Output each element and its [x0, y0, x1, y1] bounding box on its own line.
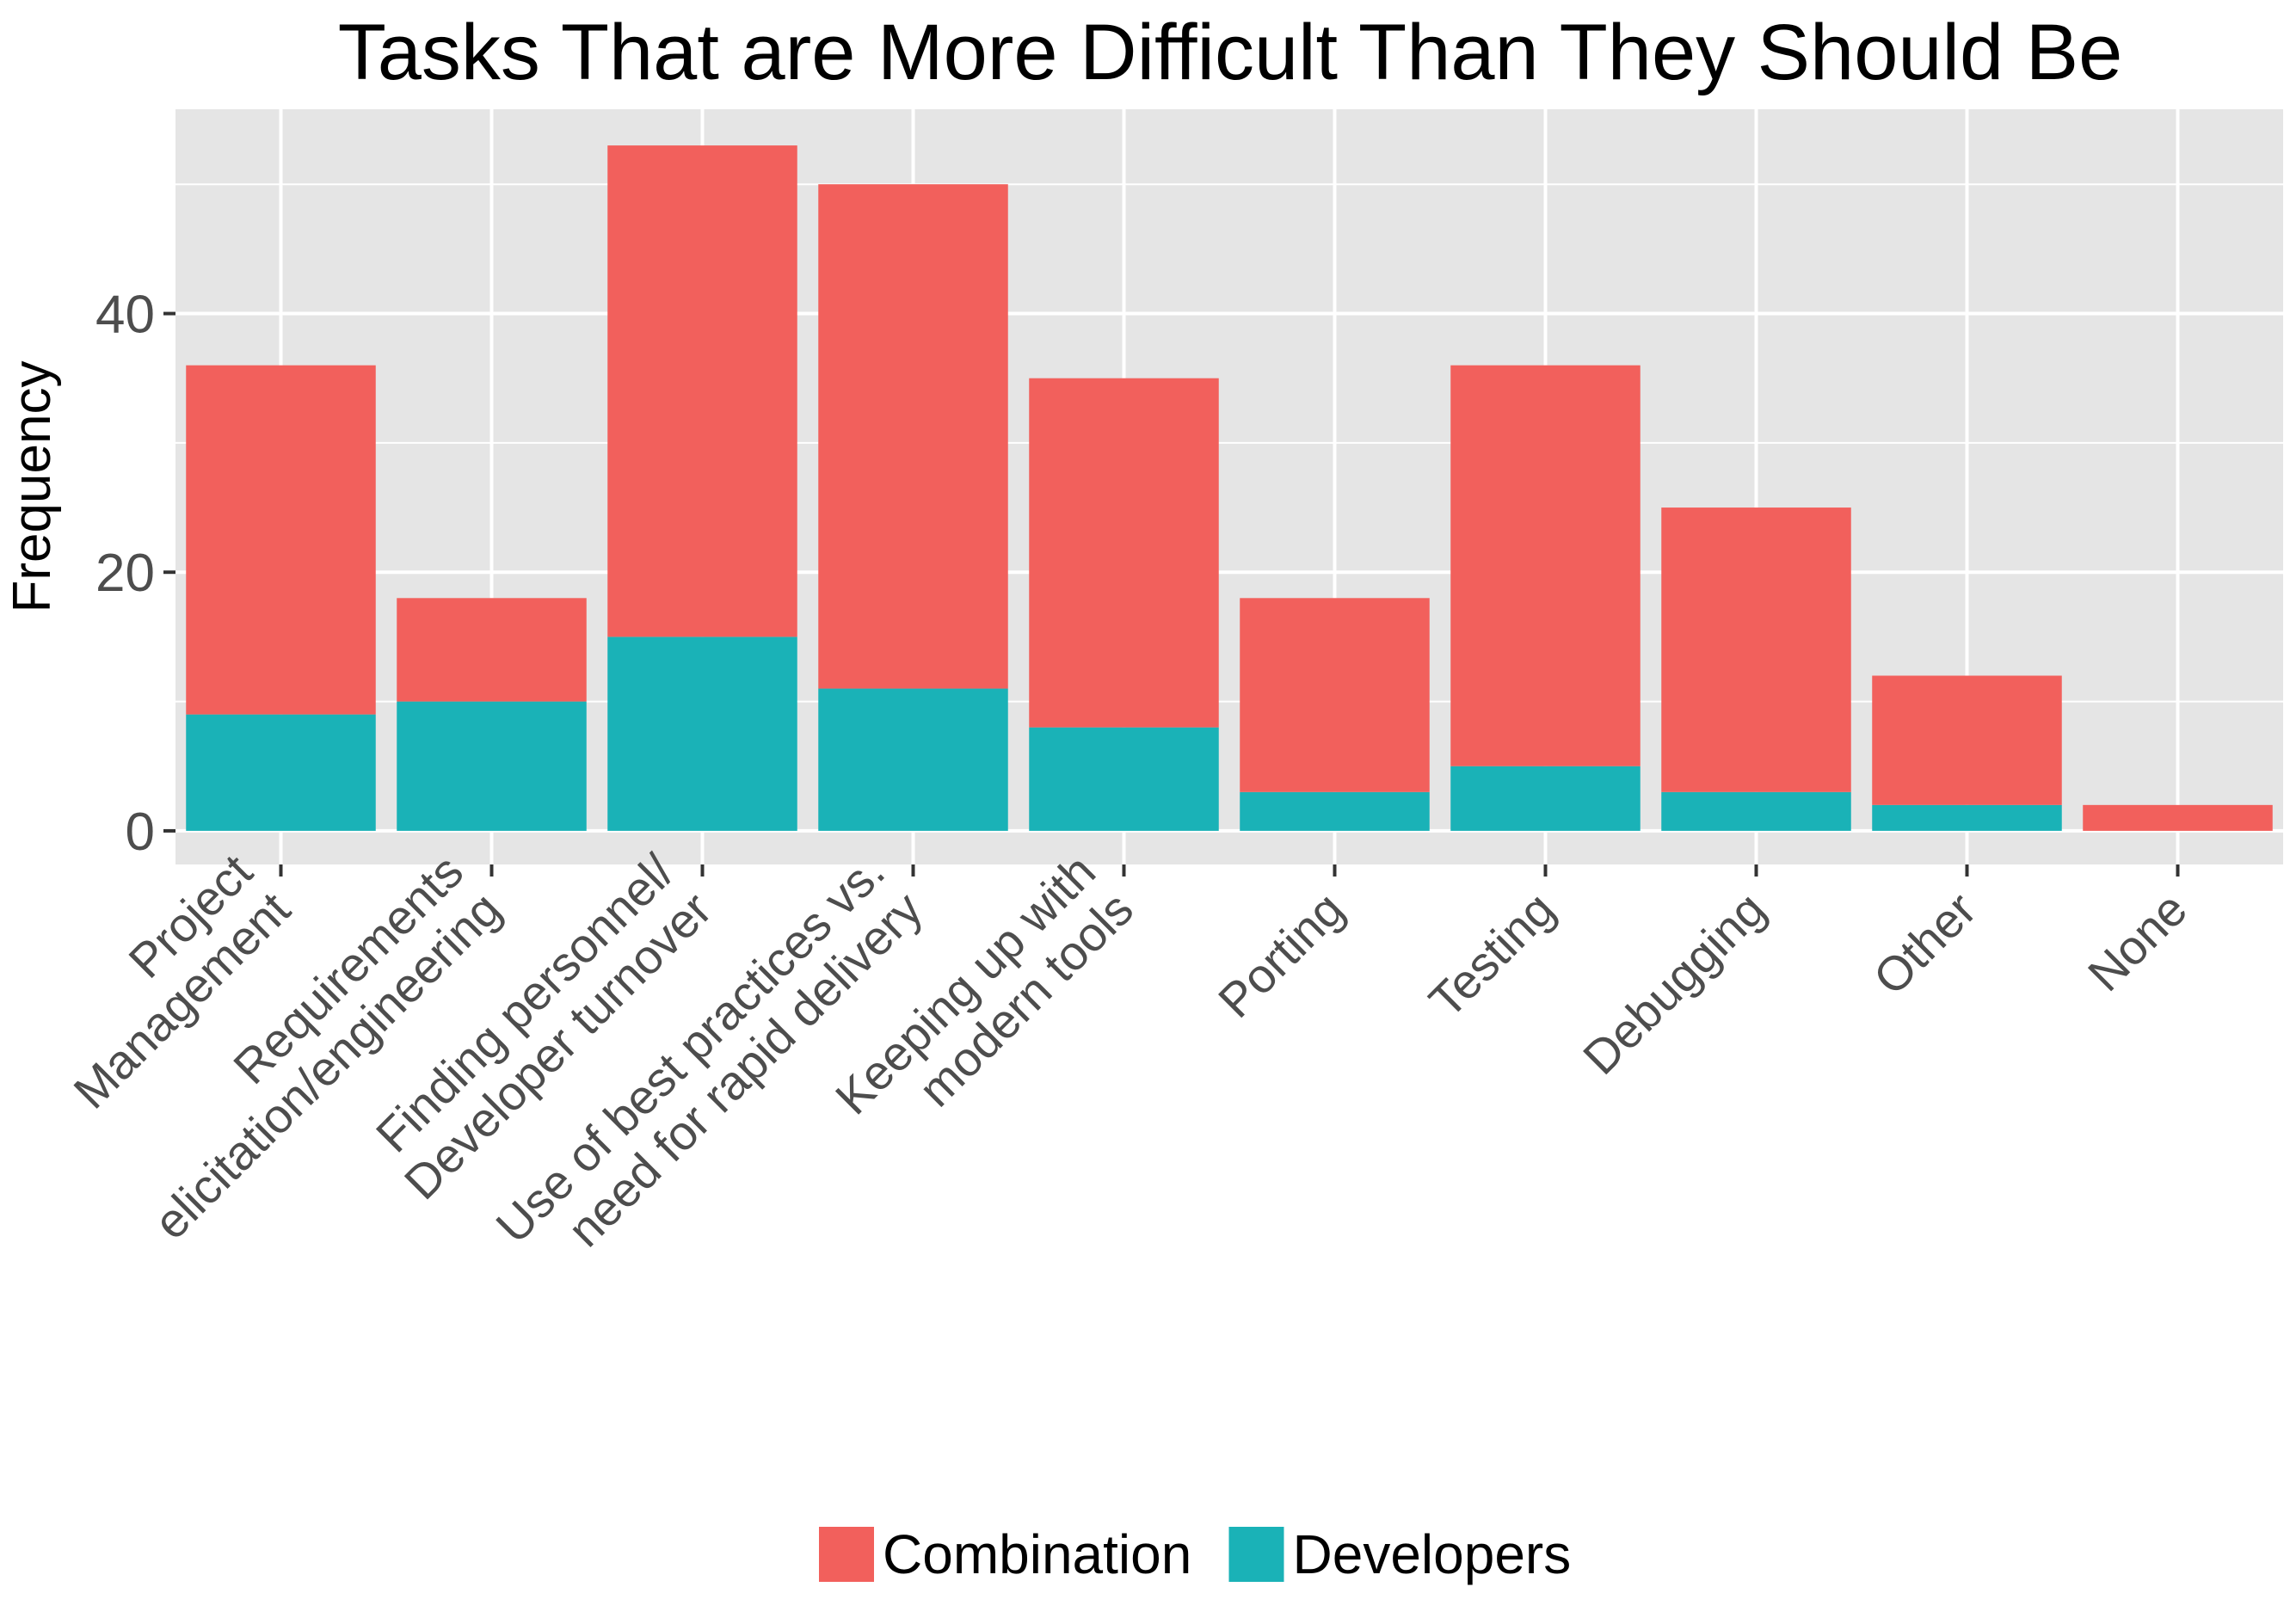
y-tick-label: 40 — [95, 286, 155, 345]
bar-developers — [1661, 791, 1851, 831]
x-tick-label: Debugging — [1573, 882, 1776, 1085]
chart-title: Tasks That are More Difficult Than They … — [338, 9, 2123, 96]
bar-combination — [607, 145, 797, 637]
bar-developers — [1872, 804, 2062, 831]
bar-developers — [397, 701, 587, 831]
bar-combination — [1240, 598, 1430, 792]
bar-combination — [1450, 365, 1641, 766]
bar-developers — [818, 688, 1008, 831]
bar-combination — [2083, 804, 2273, 831]
legend-label-combination: Combination — [883, 1523, 1191, 1585]
bar-developers — [1240, 791, 1430, 831]
legend-swatch-combination — [819, 1527, 874, 1582]
legend-swatch-developers — [1228, 1527, 1284, 1582]
bar-combination — [1661, 508, 1851, 792]
bar-combination — [397, 598, 587, 702]
x-tick-label: None — [2078, 882, 2197, 1001]
legend-label-developers: Developers — [1293, 1523, 1572, 1585]
bar-combination — [186, 365, 376, 715]
y-tick-label: 0 — [126, 803, 155, 862]
bar-developers — [1450, 766, 1641, 831]
bars — [186, 145, 2273, 831]
legend: Combination Developers — [819, 1523, 1571, 1585]
y-axis-label: Frequency — [3, 361, 62, 613]
x-tick-label: Testing — [1419, 882, 1565, 1028]
bar-combination — [1872, 675, 2062, 805]
x-tick-label: Other — [1862, 882, 1986, 1006]
bar-developers — [607, 637, 797, 831]
x-tick-label: Porting — [1208, 882, 1354, 1028]
bar-combination — [1029, 378, 1219, 728]
bar-developers — [186, 714, 376, 831]
bar-developers — [1029, 727, 1219, 831]
bar-combination — [818, 184, 1008, 689]
y-tick-label: 20 — [95, 544, 155, 603]
